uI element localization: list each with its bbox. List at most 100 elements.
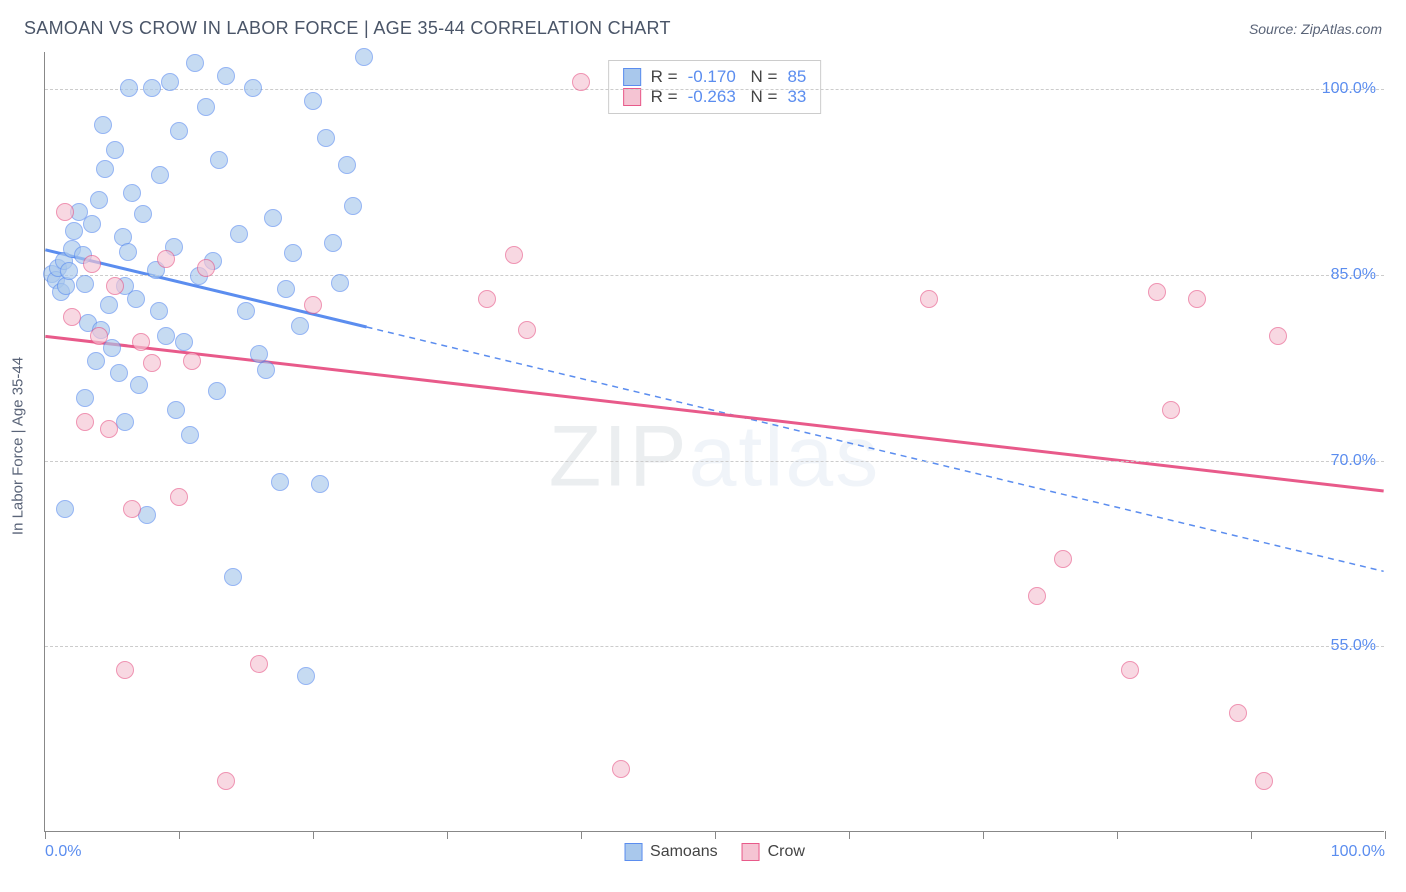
data-point [56, 500, 74, 518]
data-point [1162, 401, 1180, 419]
swatch-icon [624, 843, 642, 861]
data-point [304, 92, 322, 110]
data-point [1054, 550, 1072, 568]
watermark: ZIPatlas [549, 408, 881, 507]
data-point [250, 655, 268, 673]
data-point [103, 339, 121, 357]
trend-lines [45, 52, 1384, 831]
legend-row-samoans: R = -0.170 N = 85 [623, 67, 807, 87]
data-point [612, 760, 630, 778]
scatter-plot-area: ZIPatlas R = -0.170 N = 85 R = -0.263 N … [44, 52, 1384, 832]
data-point [110, 364, 128, 382]
data-point [90, 191, 108, 209]
data-point [317, 129, 335, 147]
data-point [100, 420, 118, 438]
data-point [920, 290, 938, 308]
series-legend: Samoans Crow [624, 843, 805, 861]
data-point [116, 661, 134, 679]
data-point [1148, 283, 1166, 301]
data-point [217, 772, 235, 790]
x-tick [1385, 831, 1386, 839]
y-tick-label: 85.0% [1331, 266, 1376, 284]
data-point [1028, 587, 1046, 605]
data-point [123, 500, 141, 518]
chart-header: SAMOAN VS CROW IN LABOR FORCE | AGE 35-4… [0, 0, 1406, 45]
chart-title: SAMOAN VS CROW IN LABOR FORCE | AGE 35-4… [24, 18, 671, 39]
data-point [271, 473, 289, 491]
data-point [244, 79, 262, 97]
data-point [151, 166, 169, 184]
data-point [355, 48, 373, 66]
data-point [170, 122, 188, 140]
data-point [210, 151, 228, 169]
n-value-samoans: 85 [787, 67, 806, 87]
y-tick-label: 55.0% [1331, 637, 1376, 655]
r-value-samoans: -0.170 [688, 67, 736, 87]
data-point [94, 116, 112, 134]
data-point [143, 354, 161, 372]
data-point [197, 259, 215, 277]
data-point [291, 317, 309, 335]
data-point [76, 413, 94, 431]
data-point [116, 413, 134, 431]
swatch-samoans [623, 68, 641, 86]
data-point [338, 156, 356, 174]
data-point [87, 352, 105, 370]
data-point [106, 277, 124, 295]
data-point [518, 321, 536, 339]
data-point [100, 296, 118, 314]
data-point [130, 376, 148, 394]
data-point [90, 327, 108, 345]
legend-label: Crow [768, 843, 805, 861]
y-tick-label: 100.0% [1322, 80, 1376, 98]
gridline [45, 646, 1384, 647]
data-point [76, 389, 94, 407]
data-point [217, 67, 235, 85]
data-point [170, 488, 188, 506]
legend-item-samoans: Samoans [624, 843, 718, 861]
data-point [96, 160, 114, 178]
data-point [83, 255, 101, 273]
legend-label: Samoans [650, 843, 718, 861]
swatch-crow [623, 88, 641, 106]
data-point [157, 250, 175, 268]
data-point [505, 246, 523, 264]
data-point [76, 275, 94, 293]
data-point [344, 197, 362, 215]
data-point [60, 262, 78, 280]
x-tick [983, 831, 984, 839]
data-point [175, 333, 193, 351]
data-point [186, 54, 204, 72]
data-point [183, 352, 201, 370]
data-point [311, 475, 329, 493]
data-point [1255, 772, 1273, 790]
data-point [331, 274, 349, 292]
swatch-icon [742, 843, 760, 861]
x-tick-label: 100.0% [1331, 843, 1385, 861]
data-point [63, 308, 81, 326]
y-axis-label: In Labor Force | Age 35-44 [10, 357, 27, 535]
data-point [132, 333, 150, 351]
data-point [143, 79, 161, 97]
x-tick [45, 831, 46, 839]
y-tick-label: 70.0% [1331, 452, 1376, 470]
x-tick [313, 831, 314, 839]
x-tick-label: 0.0% [45, 843, 81, 861]
data-point [284, 244, 302, 262]
x-tick [1251, 831, 1252, 839]
data-point [324, 234, 342, 252]
data-point [297, 667, 315, 685]
data-point [150, 302, 168, 320]
data-point [1269, 327, 1287, 345]
data-point [123, 184, 141, 202]
data-point [304, 296, 322, 314]
data-point [572, 73, 590, 91]
gridline [45, 461, 1384, 462]
data-point [197, 98, 215, 116]
gridline [45, 275, 1384, 276]
x-tick [1117, 831, 1118, 839]
data-point [237, 302, 255, 320]
x-tick [715, 831, 716, 839]
data-point [120, 79, 138, 97]
data-point [1229, 704, 1247, 722]
